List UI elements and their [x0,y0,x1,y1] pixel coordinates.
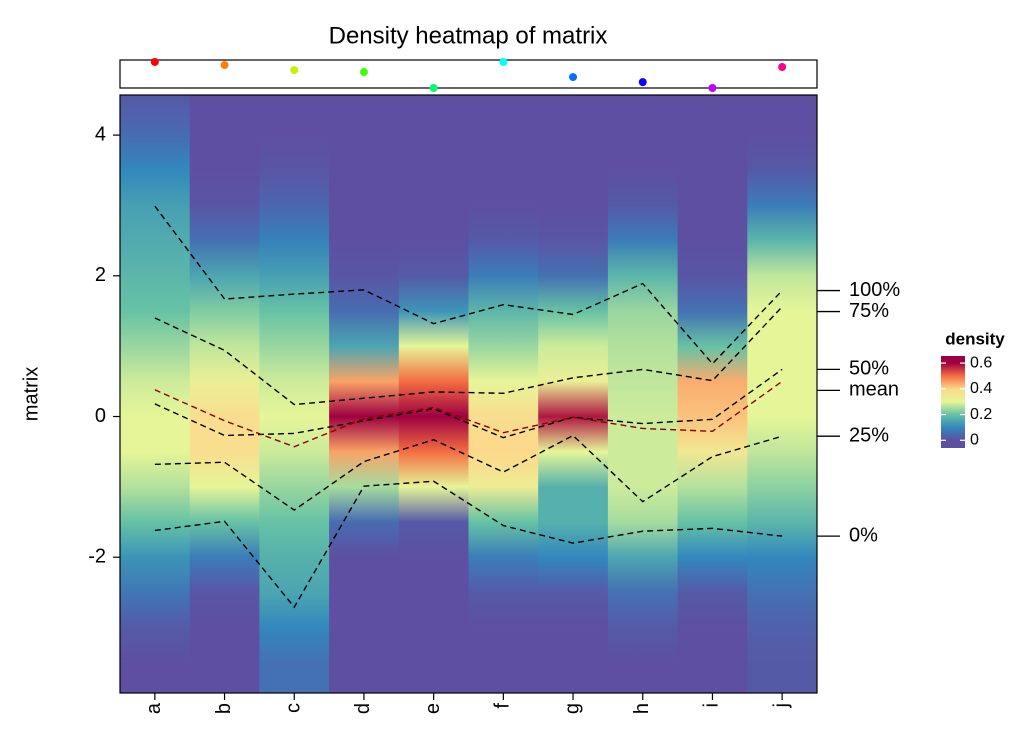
chart-title: Density heatmap of matrix [329,22,608,49]
quantile-label: 50% [849,358,889,380]
annotation-point [638,78,647,87]
legend-tick-label: 0.2 [970,406,992,423]
x-tick-label: h [631,703,653,714]
quantile-line [154,306,783,406]
annotation-point [569,73,578,82]
annotation-point [708,84,717,92]
quantile-label: 100% [849,279,900,301]
density-column [607,95,679,693]
annotation-point [499,57,508,66]
legend-title: density [945,329,1005,348]
legend-tick-label: 0.4 [970,380,992,397]
density-column [189,95,260,693]
plot-frame [119,94,818,694]
y-tick-label: 2 [95,264,106,286]
annotation-point [778,63,787,71]
density-column [329,95,400,693]
density-column [538,95,609,693]
density-column [259,95,330,693]
x-tick-label: b [213,703,235,714]
density-column [468,95,539,693]
x-tick-label: f [492,703,514,709]
quantile-label: 75% [849,300,889,322]
quantile-line [154,380,783,448]
annotation-point [359,68,368,77]
x-tick-label: g [561,703,583,714]
y-axis-label: matrix [20,367,42,421]
x-tick-label: a [143,702,165,714]
quantile-line [154,480,783,609]
x-tick-label: j [770,703,792,708]
quantile-label: mean [849,379,899,401]
quantile-label: 0% [849,524,878,546]
density-column [747,95,818,693]
legend-bar [941,356,965,448]
y-tick-label: 4 [95,123,106,145]
annotation-frame [119,59,818,89]
legend-tick-label: 0.6 [970,354,992,371]
annotation-point [150,57,159,66]
quantile-line [154,205,783,365]
legend-tick-label: 0 [970,431,979,448]
x-tick-label: e [422,703,444,714]
y-tick-label: 0 [95,405,106,427]
density-column [677,95,748,693]
x-tick-label: i [701,703,723,707]
annotation-point [220,61,229,70]
density-column [120,95,191,693]
annotation-point [429,84,438,92]
x-tick-label: d [352,703,374,714]
quantile-label: 25% [849,424,889,446]
x-tick-label: c [283,703,305,713]
quantile-line [154,434,783,511]
annotation-point [290,66,299,75]
y-tick-label: -2 [88,546,106,568]
